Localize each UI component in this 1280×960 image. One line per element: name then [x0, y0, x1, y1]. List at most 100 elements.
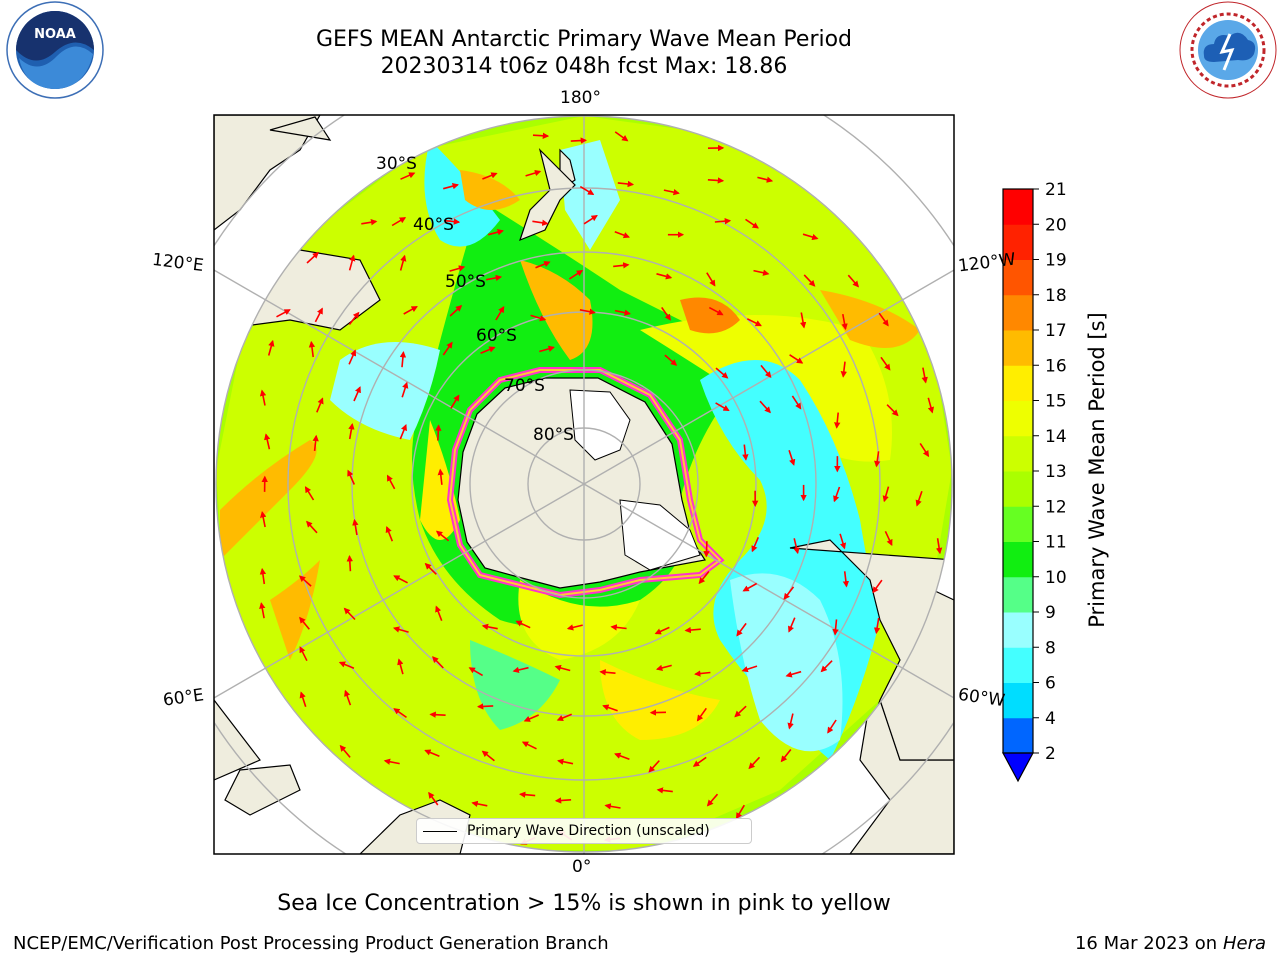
colorbar-tick-label: 14: [1045, 427, 1067, 447]
wave-arrow: [886, 404, 899, 417]
lat-label-40s: 40°S: [413, 215, 454, 235]
wave-arrow: [599, 669, 616, 676]
wave-arrow: [338, 661, 355, 669]
colorbar-tick-label: 2: [1045, 744, 1056, 764]
wave-arrow: [480, 346, 496, 355]
wave-arrow: [435, 605, 443, 621]
wave-arrow: [316, 397, 324, 413]
colorbar-swatch: [1003, 506, 1033, 542]
wave-arrow: [259, 567, 267, 585]
wave-arrow: [783, 586, 795, 600]
nws-logo-icon: [1179, 1, 1277, 99]
colorbar-swatch: [1003, 330, 1033, 366]
wave-arrow: [927, 397, 935, 414]
wave-arrow: [264, 433, 271, 450]
wave-arrow: [734, 705, 747, 718]
colorbar-swatch: [1003, 647, 1033, 683]
wave-arrow: [393, 708, 407, 719]
wave-arrow: [400, 172, 416, 180]
colorbar-swatch: [1003, 612, 1033, 648]
wave-arrow: [429, 711, 446, 718]
wave-arrow: [481, 750, 495, 762]
wave-arrow: [401, 381, 409, 398]
wave-arrow: [259, 389, 267, 406]
wave-arrow: [648, 760, 660, 773]
wave-arrow: [842, 571, 850, 588]
wave-arrow: [610, 624, 627, 631]
wave-arrow: [614, 752, 630, 760]
wave-arrow: [299, 691, 307, 708]
colorbar-tick-label: 9: [1045, 603, 1056, 623]
wave-arrow: [435, 530, 450, 542]
colorbar-swatch: [1003, 189, 1033, 225]
wave-arrow: [312, 434, 319, 451]
wave-arrow: [535, 261, 551, 269]
wave-arrow: [748, 756, 761, 770]
wave-arrow: [742, 444, 749, 461]
colorbar-tick-label: 21: [1045, 180, 1067, 200]
wave-arrow: [780, 749, 792, 763]
wave-arrow: [694, 670, 711, 677]
wave-arrow: [392, 626, 409, 633]
wave-arrow: [735, 804, 745, 820]
wave-arrow: [566, 624, 583, 631]
footer-date: 16 Mar 2023 on Hera: [1075, 933, 1266, 954]
wave-arrow: [399, 254, 407, 271]
wave-arrow: [579, 308, 596, 315]
wave-arrow: [485, 274, 503, 282]
footer-machine: Hera: [1222, 933, 1266, 954]
wave-arrow: [803, 274, 816, 287]
wave-arrow: [791, 395, 802, 410]
wave-arrow: [523, 714, 540, 722]
legend-label: Primary Wave Direction (unscaled): [467, 823, 710, 839]
wave-arrow: [347, 469, 356, 485]
wave-arrow: [707, 177, 725, 184]
noaa-logo-text: NOAA: [34, 27, 76, 42]
wave-arrow: [741, 665, 758, 673]
wave-arrow: [348, 254, 356, 271]
wave-arrow: [882, 486, 890, 503]
wave-arrow: [530, 314, 547, 322]
lat-label-30s: 30°S: [376, 154, 417, 174]
wave-arrow: [424, 749, 440, 757]
wave-arrow: [471, 800, 488, 808]
wave-arrow: [424, 562, 437, 575]
wave-arrow: [820, 660, 833, 673]
colorbar-swatch: [1003, 682, 1033, 719]
colorbar-label: Primary Wave Mean Period [s]: [1085, 312, 1109, 628]
wave-arrow: [442, 183, 459, 190]
wave-arrow: [579, 185, 595, 195]
wave-arrow: [614, 230, 630, 239]
colorbar-tick-label: 10: [1045, 568, 1067, 588]
wave-arrow: [874, 451, 881, 468]
colorbar-tick-label: 18: [1045, 286, 1067, 306]
wave-arrow: [399, 351, 407, 368]
legend-line-sample: [423, 831, 457, 832]
wave-arrow: [554, 664, 571, 672]
map-panel: [214, 115, 954, 854]
wave-arrow: [267, 339, 275, 356]
wave-arrow: [656, 273, 673, 280]
wave-arrow: [348, 422, 355, 440]
wave-arrow: [583, 215, 598, 225]
wave-arrow: [751, 536, 760, 553]
colorbar-tick-label: 4: [1045, 709, 1056, 729]
colorbar-tick-label: 15: [1045, 392, 1067, 412]
wave-arrow: [834, 412, 841, 429]
wave-arrow: [306, 520, 318, 534]
wave-arrow: [481, 623, 498, 631]
wave-arrow: [512, 666, 529, 674]
wave-arrow: [556, 713, 573, 721]
footer-date-text: 16 Mar 2023 on: [1074, 933, 1218, 954]
wave-arrow: [568, 270, 584, 280]
wave-arrow: [348, 349, 357, 365]
wave-arrow: [656, 787, 673, 794]
lat-label-60s: 60°S: [476, 326, 517, 346]
wave-arrow: [759, 400, 771, 414]
wave-arrow: [539, 345, 555, 353]
wave-arrow: [515, 620, 531, 629]
colorbar-tick-label: 20: [1045, 215, 1067, 235]
wave-arrow: [525, 169, 542, 177]
colorbar-swatch: [1003, 576, 1033, 613]
